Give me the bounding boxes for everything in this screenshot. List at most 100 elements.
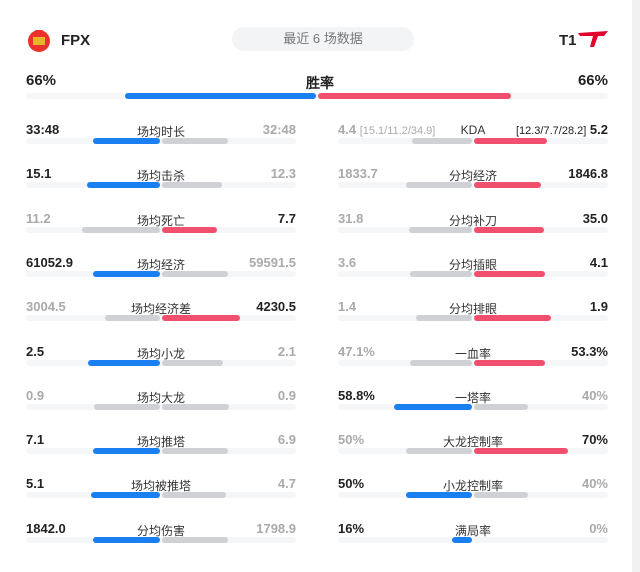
stat-row: 50% 小龙控制率 40%	[338, 476, 608, 500]
right-stat-bar	[474, 359, 546, 366]
left-team-name: FPX	[61, 32, 91, 49]
scrollbar-track[interactable]	[632, 0, 640, 572]
left-stat-bar	[406, 492, 472, 499]
right-value: 59591.5	[249, 254, 296, 270]
right-stat-bar	[162, 138, 228, 144]
stat-label: 大龙控制率	[442, 435, 503, 450]
right-stat-bar	[162, 492, 227, 499]
left-stat-bar	[451, 536, 472, 543]
left-winrate: 66%	[26, 72, 57, 89]
stat-label: 分均补刀	[448, 213, 497, 228]
right-stat-bar	[162, 315, 241, 322]
stat-label: 场均小龙	[136, 346, 185, 361]
stat-row: 2.5 场均小龙 2.1	[26, 344, 296, 368]
right-value: 7.7	[277, 210, 296, 226]
right-value: 12.3	[270, 166, 296, 182]
stat-row: 3004.5 场均经济差 4230.5	[26, 299, 296, 323]
stat-bar-track	[26, 182, 296, 189]
fpx-logo	[26, 27, 52, 53]
left-stat-bar	[93, 448, 160, 455]
stat-row: 58.8% 一塔率 40%	[338, 388, 608, 412]
right-value: 1.9	[589, 299, 608, 315]
right-value: 0.9	[277, 387, 296, 403]
stat-bar-track	[26, 492, 296, 499]
left-value: 50%	[338, 432, 365, 448]
left-stat-bar	[409, 226, 472, 233]
right-stat-bar	[162, 182, 223, 189]
stat-bar-track	[26, 315, 296, 322]
stat-label: 满局率	[454, 523, 491, 538]
right-value: 1846.8	[568, 166, 608, 182]
right-kda-detail: [12.3/7.7/28.2]	[515, 125, 587, 137]
stat-bar-track	[338, 270, 608, 277]
stat-row: 1842.0 分均伤害 1798.9	[26, 521, 296, 545]
left-value: 4.4 [15.1/11.2/34.9]	[338, 122, 436, 137]
right-winrate: 66%	[577, 72, 608, 89]
winrate-right-bar	[318, 93, 511, 99]
stat-bar-track	[26, 226, 296, 233]
stat-row: 1833.7 分均经济 1846.8	[338, 166, 608, 190]
right-value: 6.9	[277, 432, 296, 448]
right-stat-bar	[162, 448, 229, 455]
left-stat-bar	[411, 138, 472, 144]
stat-label: 一塔率	[454, 390, 491, 405]
right-value: 53.3%	[571, 343, 608, 359]
right-value: 4.1	[589, 254, 608, 270]
stat-label: 分均经济	[448, 169, 497, 184]
left-stat-bar	[88, 359, 160, 366]
stat-row: 47.1% 一血率 53.3%	[338, 344, 608, 368]
left-stat-bar	[409, 359, 472, 366]
stat-row: 5.1 场均被推塔 4.7	[26, 476, 296, 500]
left-value: 3.6	[338, 254, 357, 270]
stat-bar-track	[338, 448, 608, 455]
right-value: 4230.5	[256, 299, 296, 315]
stat-label: KDA	[460, 123, 486, 137]
stat-label: 场均推塔	[136, 435, 185, 450]
right-stat-bar	[474, 138, 547, 144]
stat-bar-track	[26, 138, 296, 144]
right-value: 0%	[589, 520, 608, 536]
left-value: 61052.9	[26, 254, 73, 270]
stat-row: 3.6 分均插眼 4.1	[338, 255, 608, 279]
winrate-bar	[26, 93, 608, 99]
left-value: 58.8%	[338, 387, 375, 403]
right-stat-bar	[474, 403, 528, 410]
left-stat-bar	[394, 403, 472, 410]
left-stat-bar	[416, 315, 472, 322]
stat-row: 1.4 分均排眼 1.9	[338, 299, 608, 323]
stat-row: 11.2 场均死亡 7.7	[26, 211, 296, 235]
recent-games-filter[interactable]: 最近 6 场数据	[232, 27, 414, 51]
right-stat-bar	[474, 315, 552, 322]
stat-row: 15.1 场均击杀 12.3	[26, 166, 296, 190]
left-value: 47.1%	[338, 343, 375, 359]
left-value: 3004.5	[26, 299, 66, 315]
stat-label: 一血率	[454, 346, 491, 361]
right-value: 40%	[581, 387, 608, 403]
left-value: 33:48	[26, 122, 60, 137]
right-stat-bar	[162, 226, 217, 233]
stat-row: 33:48 场均时长 32:48	[26, 122, 296, 146]
left-value: 0.9	[26, 387, 45, 403]
left-stat-bar	[105, 315, 160, 322]
stat-label: 分均伤害	[136, 523, 185, 538]
right-value: 40%	[581, 476, 608, 492]
stat-label: 场均经济差	[130, 302, 191, 317]
right-stat-bar	[162, 403, 229, 410]
winrate-label: 胜率	[306, 75, 334, 91]
stat-label: 场均被推塔	[130, 479, 191, 494]
stat-bar-track	[26, 536, 296, 543]
right-value: 32:48	[262, 122, 296, 137]
left-stat-bar	[94, 403, 160, 410]
right-stat-bar	[162, 270, 229, 277]
left-value: 1.4	[338, 299, 357, 315]
winrate-left-bar	[124, 93, 316, 99]
left-value: 16%	[338, 520, 365, 536]
right-stat-bar	[474, 270, 546, 277]
stat-label: 分均排眼	[448, 302, 497, 317]
right-team-name: T1	[559, 32, 577, 49]
stat-bar-track	[26, 403, 296, 410]
stat-row: 50% 大龙控制率 70%	[338, 432, 608, 456]
left-value: 2.5	[26, 343, 45, 359]
left-stat-bar	[406, 448, 472, 455]
stat-bar-track	[338, 226, 608, 233]
